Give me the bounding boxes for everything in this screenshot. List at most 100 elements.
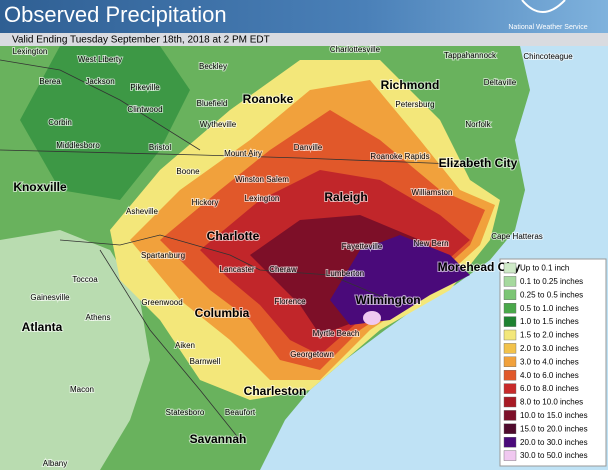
- city-label: Bristol: [149, 143, 171, 152]
- city-label: Lancaster: [219, 265, 254, 274]
- city-label: Hickory: [192, 198, 219, 207]
- legend-swatch: [503, 289, 517, 300]
- legend-swatch: [503, 410, 517, 421]
- legend: [499, 258, 607, 467]
- legend-swatch: [503, 450, 517, 461]
- city-label: Charlotte: [207, 229, 260, 243]
- city-label: Danville: [294, 143, 323, 152]
- city-label: Barnwell: [190, 357, 221, 366]
- city-label: Jackson: [85, 77, 114, 86]
- city-label: Lumberton: [326, 269, 364, 278]
- city-label: Myrtle Beach: [313, 329, 360, 338]
- legend-label: 15.0 to 20.0 inches: [520, 424, 588, 433]
- legend-swatch: [503, 437, 517, 448]
- city-label: Cape Hatteras: [491, 232, 543, 241]
- city-label: Cheraw: [269, 265, 297, 274]
- legend-swatch: [503, 370, 517, 381]
- legend-label: 10.0 to 15.0 inches: [520, 411, 588, 420]
- legend-swatch: [503, 276, 517, 287]
- city-label: Lexington: [13, 47, 48, 56]
- legend-label: 30.0 to 50.0 inches: [520, 451, 588, 460]
- city-label: New Bern: [413, 239, 448, 248]
- legend-swatch: [503, 383, 517, 394]
- city-label: Charlottesville: [330, 45, 381, 54]
- city-label: Albany: [43, 459, 67, 468]
- city-label: Clintwood: [127, 105, 162, 114]
- city-label: Lexington: [245, 194, 280, 203]
- city-label: Chincoteague: [523, 52, 573, 61]
- city-label: Corbin: [48, 118, 72, 127]
- city-label: Middlesboro: [56, 141, 100, 150]
- legend-label: 0.1 to 0.25 inches: [520, 277, 583, 286]
- legend-label: 0.5 to 1.0 inches: [520, 304, 579, 313]
- legend-swatch: [503, 329, 517, 341]
- legend-swatch: [503, 356, 517, 367]
- legend-label: Up to 0.1 inch: [520, 264, 569, 273]
- city-label: Savannah: [190, 432, 247, 446]
- city-label: Florence: [274, 297, 306, 306]
- legend-label: 1.0 to 1.5 inches: [520, 317, 579, 326]
- city-label: Williamston: [412, 188, 453, 197]
- legend-swatch: [503, 343, 517, 354]
- city-label: Morehead City: [438, 260, 521, 274]
- city-label: Greenwood: [141, 298, 182, 307]
- city-label: Petersburg: [395, 100, 434, 109]
- city-label: Bluefield: [197, 99, 228, 108]
- city-label: Roanoke Rapids: [370, 152, 429, 161]
- legend-swatch: [503, 262, 517, 274]
- city-label: Statesboro: [166, 408, 205, 417]
- city-label: Raleigh: [324, 190, 367, 204]
- agency: National Weather Service: [508, 24, 587, 31]
- legend-label: 0.25 to 0.5 inches: [520, 290, 583, 299]
- city-label: Boone: [176, 167, 200, 176]
- city-label: Elizabeth City: [439, 156, 518, 170]
- city-label: Beckley: [199, 62, 227, 71]
- city-label: Charleston: [244, 384, 307, 398]
- city-label: Winston Salem: [235, 175, 289, 184]
- subtitle: Valid Ending Tuesday September 18th, 201…: [12, 35, 270, 46]
- city-label: Tappahannock: [444, 51, 497, 60]
- city-label: Aiken: [175, 341, 195, 350]
- city-label: West Liberty: [78, 55, 122, 64]
- legend-swatch: [503, 423, 517, 434]
- title: Observed Precipitation: [4, 2, 227, 27]
- city-label: Richmond: [381, 78, 440, 92]
- city-label: Gainesville: [30, 293, 70, 302]
- city-label: Wytheville: [200, 120, 237, 129]
- legend-label: 6.0 to 8.0 inches: [520, 384, 579, 393]
- legend-label: 20.0 to 30.0 inches: [520, 438, 588, 447]
- city-label: Athens: [86, 313, 111, 322]
- city-label: Beaufort: [225, 408, 256, 417]
- city-label: Atlanta: [22, 320, 63, 334]
- legend-swatch: [503, 303, 517, 314]
- city-label: Mount Airy: [224, 149, 262, 158]
- legend-label: 4.0 to 6.0 inches: [520, 371, 579, 380]
- rain-pink: [363, 311, 381, 325]
- city-label: Pikeville: [130, 83, 160, 92]
- city-label: Fayetteville: [342, 242, 383, 251]
- city-label: Roanoke: [243, 92, 294, 106]
- header-bar: [0, 0, 608, 33]
- city-label: Norfolk: [465, 120, 491, 129]
- state-borders: [0, 59, 481, 441]
- city-label: Columbia: [195, 306, 250, 320]
- city-label: Asheville: [126, 207, 159, 216]
- city-label: Georgetown: [290, 350, 334, 359]
- logo: [521, 0, 566, 13]
- city-label: Knoxville: [13, 180, 67, 194]
- city-label: Wilmington: [355, 293, 420, 307]
- city-label: Spartanburg: [141, 251, 185, 260]
- legend-label: 8.0 to 10.0 inches: [520, 398, 583, 407]
- city-label: Toccoa: [72, 275, 98, 284]
- legend-label: 2.0 to 3.0 inches: [520, 344, 579, 353]
- legend-swatch: [503, 396, 517, 408]
- legend-label: 3.0 to 4.0 inches: [520, 357, 579, 366]
- light-rain: [0, 230, 150, 470]
- city-label: Berea: [39, 77, 61, 86]
- legend-swatch: [503, 316, 517, 327]
- subtitle-bar: [0, 33, 608, 46]
- city-label: Macon: [70, 385, 94, 394]
- legend-label: 1.5 to 2.0 inches: [520, 331, 579, 340]
